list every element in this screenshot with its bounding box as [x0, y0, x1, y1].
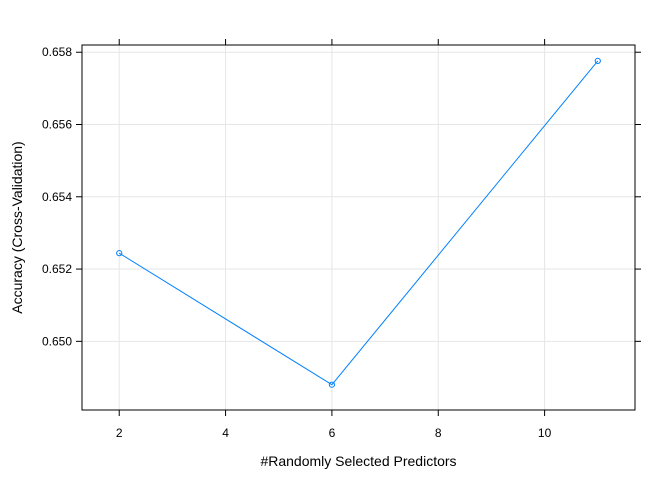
- x-tick-label-3: 8: [435, 426, 442, 440]
- data-point-0-1: [328, 381, 336, 388]
- y-tick-label-4: 0.658: [42, 45, 72, 59]
- series-group: [116, 57, 601, 388]
- x-tick-label-1: 4: [222, 426, 229, 440]
- y-axis-title: Accuracy (Cross-Validation): [9, 141, 25, 313]
- x-axis-title: #Randomly Selected Predictors: [260, 453, 456, 469]
- plot-panel-border: [81, 44, 636, 411]
- x-axis-tick-labels: 2 4 6 8 10: [116, 426, 552, 440]
- series-line-0: [118, 60, 599, 386]
- x-tick-label-2: 6: [329, 426, 336, 440]
- data-point-0-2: [594, 57, 601, 65]
- y-tick-label-1: 0.652: [42, 262, 72, 276]
- y-tick-label-2: 0.654: [42, 190, 72, 204]
- x-tick-label-0: 2: [116, 426, 123, 440]
- grid-lines: [82, 45, 635, 410]
- axis-ticks: [76, 39, 641, 416]
- y-axis-tick-labels: 0.650 0.652 0.654 0.656 0.658: [42, 45, 72, 348]
- y-tick-label-0: 0.650: [42, 334, 72, 348]
- data-point-0-0: [116, 250, 123, 257]
- x-tick-label-4: 10: [538, 426, 552, 440]
- y-tick-label-3: 0.656: [42, 118, 72, 132]
